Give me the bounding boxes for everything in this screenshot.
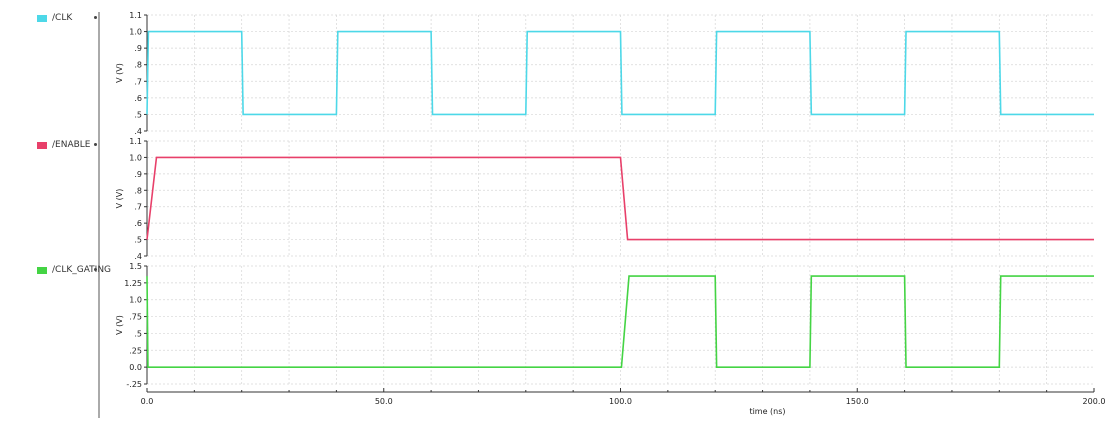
y-tick-label: 1.0 — [129, 153, 142, 162]
legend-item-2[interactable]: /CLK_GATING — [37, 264, 111, 276]
y-tick-label: .5 — [134, 329, 142, 338]
panel-1: 1.1 1.0 .9 .8 .7 .6 .5 .4 V (V) — [115, 137, 1094, 261]
panel-0: 1.1 1.0 .9 .8 .7 .6 .5 .4 V (V) — [115, 11, 1094, 136]
y-axis-label: V (V) — [115, 63, 124, 83]
y-tick-label: .4 — [134, 127, 142, 136]
series-line-0 — [146, 30, 1094, 116]
x-tick-label: 200.0 — [1083, 397, 1106, 406]
panel-2: 1.5 1.25 1.0 .75 .5 .25 0.0 -.25 V (V) — [115, 262, 1094, 389]
legend-swatch — [37, 14, 47, 22]
y-tick-label: .8 — [134, 61, 142, 70]
y-tick-label: 0.0 — [129, 363, 142, 372]
legend-label: /CLK — [52, 13, 73, 23]
y-tick-label: .7 — [134, 203, 142, 212]
y-tick-label: .75 — [129, 313, 142, 322]
legend-label: /CLK_GATING — [52, 265, 112, 275]
y-tick-label: .8 — [134, 186, 142, 195]
y-tick-label: .9 — [134, 170, 142, 179]
y-tick-label: 1.1 — [129, 137, 142, 146]
legend-label: /ENABLE — [52, 140, 91, 150]
x-tick-label: 0.0 — [141, 397, 154, 406]
y-tick-label: 1.25 — [124, 279, 142, 288]
legend-marker-dot — [94, 143, 97, 146]
legend-item-0[interactable]: /CLK — [37, 12, 72, 24]
series-line-1 — [146, 156, 1094, 241]
x-tick-label: 50.0 — [375, 397, 393, 406]
legend-swatch — [37, 141, 47, 149]
y-tick-label: 1.5 — [129, 262, 142, 271]
y-axis-label: V (V) — [115, 189, 124, 209]
y-tick-label: .4 — [134, 252, 142, 261]
y-tick-label: -.25 — [126, 380, 142, 389]
x-axis-label: time (ns) — [749, 407, 785, 416]
y-tick-label: .6 — [134, 94, 142, 103]
y-axis-label: V (V) — [115, 315, 124, 335]
y-tick-label: .5 — [134, 236, 142, 245]
y-tick-label: 1.1 — [129, 11, 142, 20]
x-tick-label: 100.0 — [609, 397, 632, 406]
y-tick-label: 1.0 — [129, 296, 142, 305]
y-tick-label: .5 — [134, 110, 142, 119]
y-tick-label: .6 — [134, 219, 142, 228]
y-tick-label: .9 — [134, 44, 142, 53]
series-line-2 — [146, 275, 1094, 368]
y-tick-label: .25 — [129, 346, 142, 355]
x-tick-label: 150.0 — [846, 397, 869, 406]
legend-marker-dot — [94, 16, 97, 19]
y-tick-label: 1.0 — [129, 28, 142, 37]
legend-swatch — [37, 266, 47, 274]
legend-item-1[interactable]: /ENABLE — [37, 139, 90, 151]
legend-marker-dot — [94, 268, 97, 271]
y-tick-label: .7 — [134, 77, 142, 86]
